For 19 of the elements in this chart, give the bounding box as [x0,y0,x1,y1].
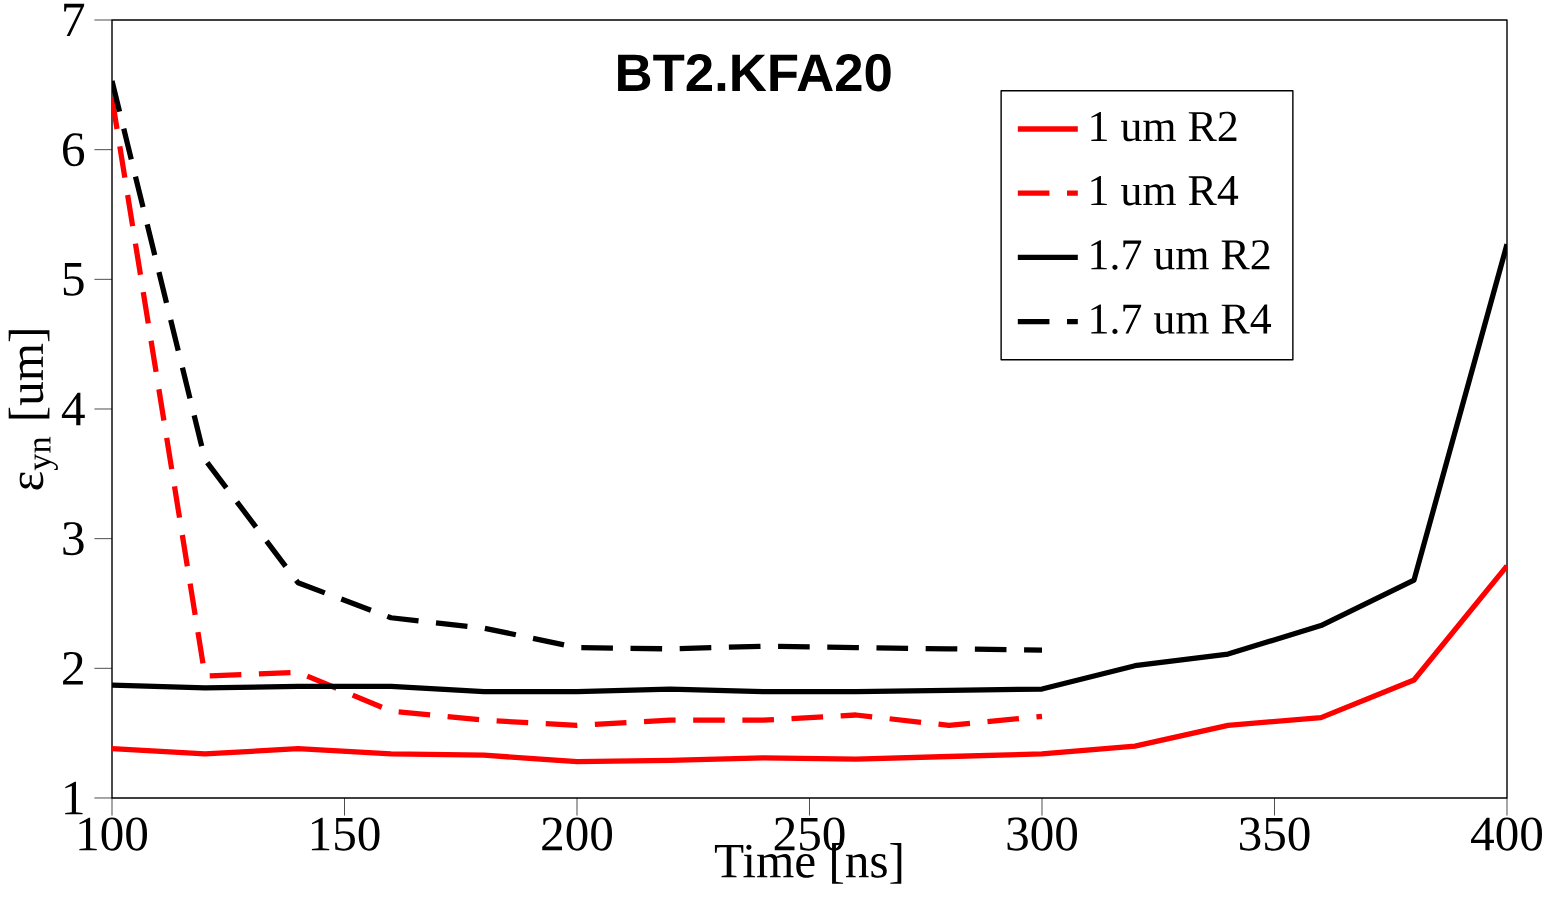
y-tick-label: 7 [64,3,85,37]
y-tick-label: 2 [63,652,83,685]
y-tick-label: 3 [63,522,84,556]
x-tick-label: 100 [79,817,148,851]
legend-label: 1.7 um R4 [1091,304,1272,335]
x-tick-label: 200 [542,817,613,851]
x-tick-label: 400 [1471,817,1543,851]
y-tick-label: 6 [63,133,85,167]
x-tick-label: 300 [1007,817,1078,851]
y-tick-label: 5 [63,262,84,296]
x-tick-label: 350 [1239,817,1310,851]
y-tick-label: 4 [61,392,85,426]
legend-label: 1 um R2 [1091,111,1237,142]
legend-label: 1.7 um R2 [1091,240,1270,270]
text: BT2.KFA20 [618,54,891,92]
y-tick-label: 1 [65,781,83,815]
y-axis-title: ε$_{yn}$ [um] [8,330,58,490]
legend-label: 1 um R4 [1091,176,1239,206]
x-tick-label: 150 [311,817,380,851]
